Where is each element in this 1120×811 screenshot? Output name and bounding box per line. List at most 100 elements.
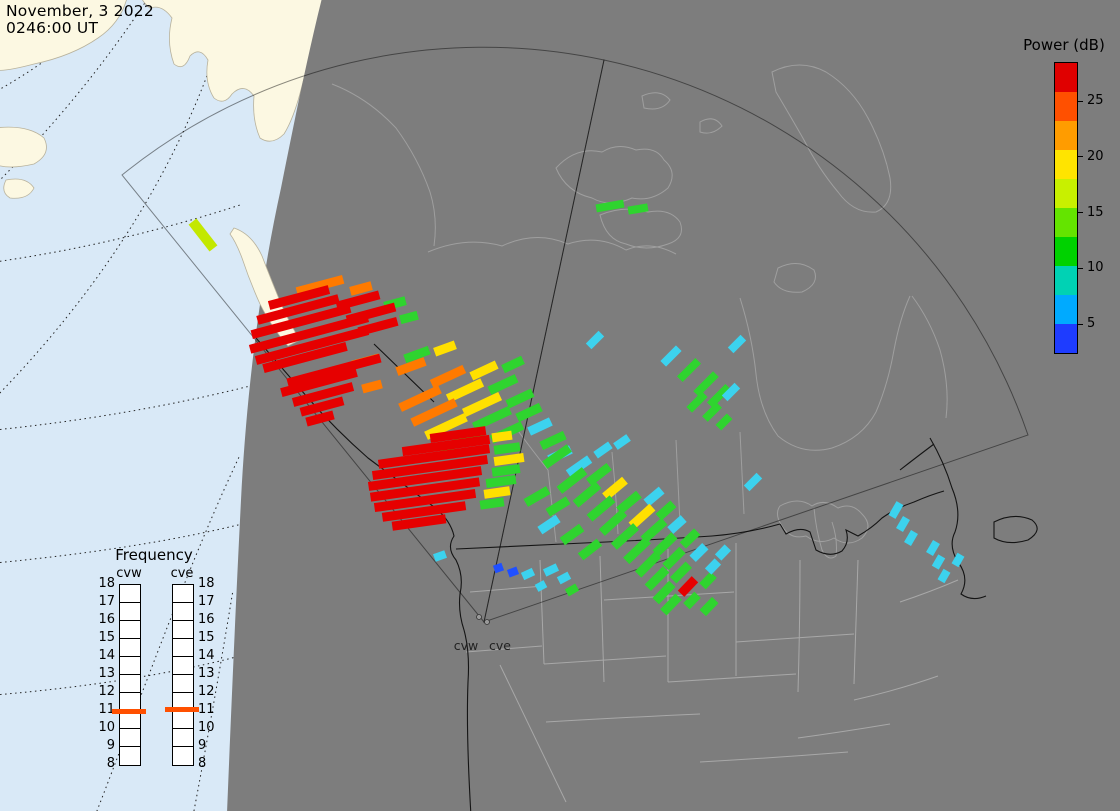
echo-cell (715, 413, 733, 431)
state-border (603, 591, 735, 601)
frequency-scale-number: 17 (98, 594, 115, 609)
echo-cell (683, 591, 701, 610)
echo-cell (655, 500, 677, 521)
echo-cell (433, 340, 457, 357)
colorbar-tick (1078, 100, 1083, 102)
us-canada-border-lakes (779, 490, 945, 555)
echo-cell (429, 426, 487, 443)
arctic-island-outline (555, 146, 673, 204)
echo-cell (188, 218, 218, 252)
date-line: November, 3 2022 (6, 2, 154, 20)
state-border (599, 555, 605, 683)
echo-cell (254, 326, 370, 365)
pacific-coastline (255, 337, 472, 811)
echo-cell (951, 552, 965, 568)
graticule-line (0, 204, 241, 262)
state-border (797, 559, 801, 693)
frequency-rung (173, 585, 193, 603)
echo-cell (391, 514, 447, 531)
echo-cell (699, 571, 717, 590)
frequency-scale-number: 14 (198, 648, 215, 663)
frequency-rung (120, 639, 140, 657)
frequency-scale-number: 9 (198, 738, 207, 753)
echo-cell (395, 357, 427, 376)
echo-cell (410, 398, 458, 427)
echo-cell (432, 550, 448, 562)
echo-cell (461, 391, 503, 418)
echo-cell (542, 563, 560, 577)
state-border (699, 751, 849, 763)
echo-cell (493, 442, 521, 455)
echo-cell (610, 523, 640, 550)
frequency-panel: Frequency cvw cve 18 17 16 15 14 13 12 11 10 9 8 1… (88, 546, 220, 796)
arctic-island-outline (773, 263, 816, 293)
frequency-rung (173, 729, 193, 747)
frequency-scale-number: 12 (98, 684, 115, 699)
echo-cell (585, 330, 605, 350)
echo-cell (248, 313, 370, 354)
nova-scotia-outline (993, 515, 1038, 544)
echo-cell (888, 501, 904, 519)
echo-cell (652, 532, 678, 557)
echo-cell (565, 455, 593, 478)
echo-cell (349, 281, 373, 296)
echo-cell (572, 481, 602, 508)
province-border (675, 439, 681, 525)
echo-cell (564, 583, 580, 597)
echo-cells (188, 199, 965, 617)
echo-cell (256, 294, 340, 325)
state-border (853, 559, 859, 685)
echo-cell (689, 542, 709, 563)
echo-cell (593, 441, 613, 459)
province-border (739, 431, 745, 515)
land-polygon (0, 0, 127, 71)
echo-cell (250, 303, 352, 340)
radar-site-label-cvw: cvw (454, 638, 479, 653)
colorbar-segment (1055, 121, 1077, 150)
echo-cell (534, 580, 548, 592)
echo-cell (623, 536, 651, 565)
colorbar-segment (1055, 266, 1077, 295)
echo-cell (506, 566, 520, 578)
colorbar-tick (1078, 156, 1083, 158)
echo-cell (403, 345, 431, 364)
echo-cell (559, 523, 585, 546)
night-shade (227, 0, 1120, 811)
echo-cell (670, 561, 692, 584)
echo-cell (714, 544, 732, 561)
state-border (465, 645, 543, 653)
frequency-scale-number: 11 (198, 702, 215, 717)
land-daylight (0, 0, 328, 199)
freq-scale-cvw: 18 17 16 15 14 13 12 11 10 9 8 (89, 577, 115, 771)
frequency-rung (120, 693, 140, 711)
state-border (543, 655, 667, 665)
frequency-scale-number: 10 (198, 720, 215, 735)
echo-cell (677, 576, 699, 597)
power-legend: Power (dB) 25 20 15 10 5 (1008, 36, 1120, 366)
echo-cell (429, 364, 467, 389)
interior-outline (331, 83, 436, 247)
echo-cell (491, 464, 521, 477)
datetime: November, 3 2022 0246:00 UT (6, 3, 154, 37)
frequency-scale-number: 11 (98, 702, 115, 717)
echo-cell (627, 203, 649, 215)
echo-cell (542, 444, 572, 469)
echo-cell (527, 417, 553, 436)
fov-cve (483, 59, 1029, 623)
echo-cell (660, 345, 682, 367)
frequency-scale-number: 17 (198, 594, 215, 609)
frequency-rung (173, 639, 193, 657)
frequency-rung (120, 585, 140, 603)
echo-cell (485, 474, 517, 489)
frequency-scale-number: 10 (98, 720, 115, 735)
frequency-scale-number: 18 (98, 576, 115, 591)
echo-cell (299, 396, 345, 417)
echo-cell (634, 551, 662, 578)
colorbar-tick-label: 20 (1087, 148, 1104, 164)
echo-cell (602, 476, 628, 501)
echo-cell (493, 452, 525, 467)
land-polygon (3, 178, 35, 199)
colorbar-ticks: 25 20 15 10 5 (1078, 62, 1120, 352)
frequency-rung (173, 603, 193, 621)
